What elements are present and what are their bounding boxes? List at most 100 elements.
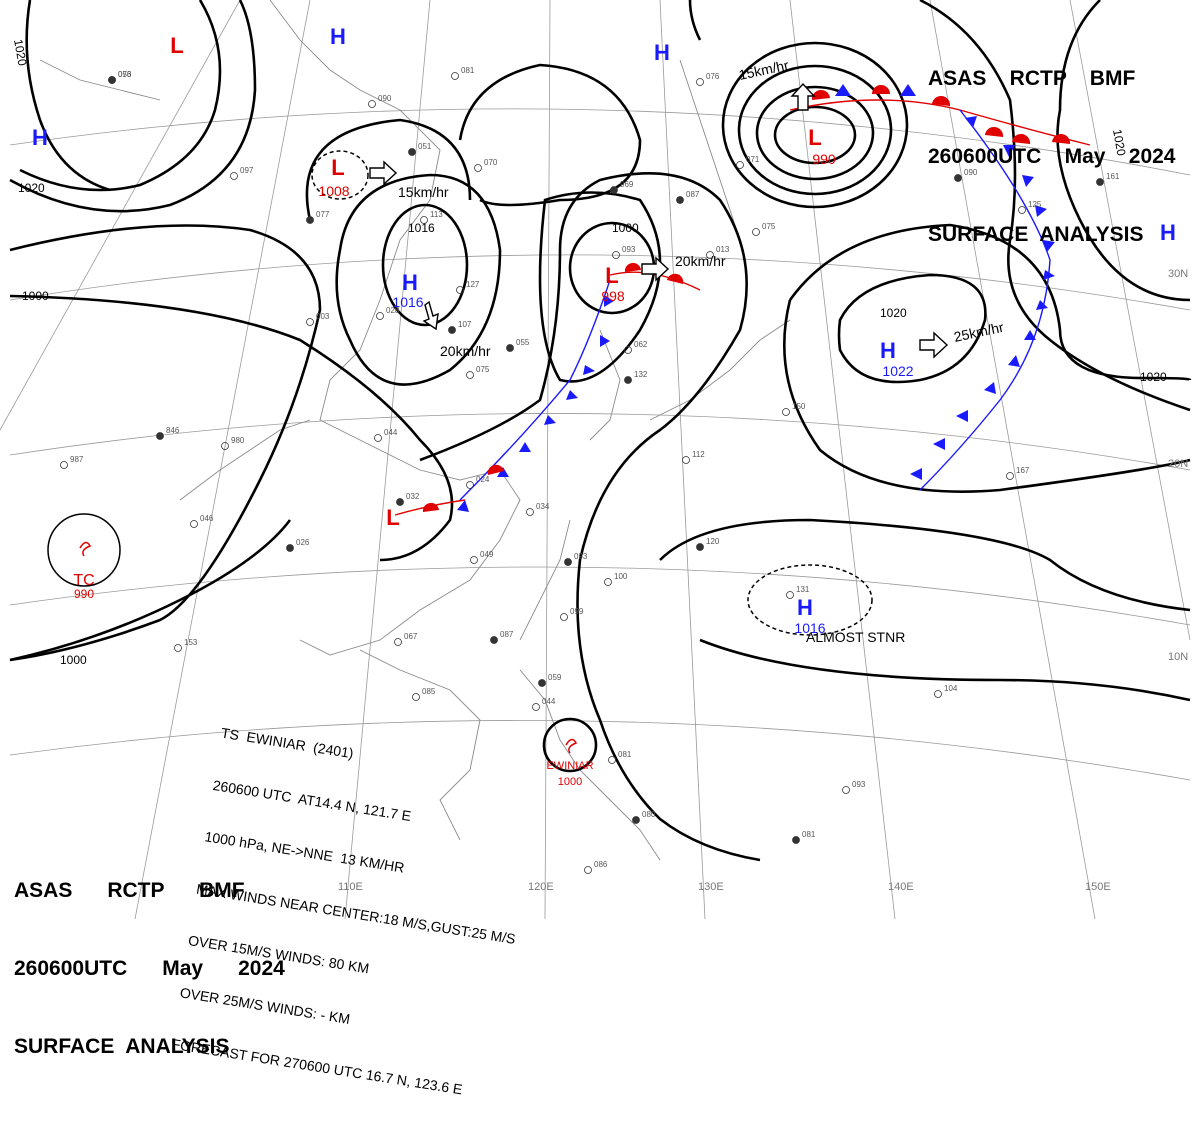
station-marker	[676, 196, 684, 204]
isobar-value: 1020	[1140, 370, 1167, 384]
station-marker	[470, 556, 478, 564]
warm-front-symbol	[487, 464, 504, 475]
station-marker	[394, 638, 402, 646]
station-marker	[108, 76, 116, 84]
station-marker	[174, 644, 182, 652]
station-pressure: 055	[516, 338, 530, 347]
station-marker	[368, 100, 376, 108]
station-pressure: 049	[480, 550, 494, 559]
isobar	[311, 150, 369, 200]
station-pressure: 087	[500, 630, 514, 639]
station-pressure: 093	[574, 552, 588, 561]
isobar	[9, 224, 322, 662]
isobar	[458, 63, 642, 207]
warm-front-symbol	[932, 95, 951, 106]
station-pressure: 093	[622, 245, 636, 254]
station-marker	[376, 312, 384, 320]
station-marker	[792, 836, 800, 844]
isobar	[9, 0, 257, 213]
low-center-pressure: 990	[812, 151, 836, 167]
station-pressure: 107	[458, 320, 472, 329]
motion-speed: 20km/hr	[440, 343, 491, 359]
bulletin-line: MAX WINDS NEAR CENTER:18 M/S,GUST:25 M/S	[195, 880, 517, 947]
cold-front-symbol	[1008, 355, 1020, 367]
station-pressure: 026	[296, 538, 310, 547]
station-pressure: 167	[1016, 466, 1030, 475]
station-pressure: 046	[200, 514, 214, 523]
surface-analysis-map: L H H H L 1008 H 1016 L 998 L 990 H 1022…	[0, 0, 1192, 919]
station-marker	[610, 186, 618, 194]
motion-speed: ALMOST STNR	[806, 629, 905, 645]
low-center-label: L	[331, 155, 344, 180]
low-center-pressure: 998	[601, 288, 625, 304]
motion-speed: 20km/hr	[675, 253, 726, 269]
motion-arrow-icon	[790, 82, 816, 111]
station-marker	[604, 578, 612, 586]
station-pressure: 044	[384, 428, 398, 437]
cold-front-symbol	[1003, 145, 1015, 157]
low-center-pressure: 1008	[318, 183, 349, 199]
isobar	[1056, 0, 1191, 302]
station-marker	[696, 78, 704, 86]
lat-label: 20N	[1168, 458, 1188, 470]
station-marker	[564, 558, 572, 566]
station-pressure: 980	[231, 436, 245, 445]
isobar-value: 1020	[880, 306, 907, 320]
station-pressure: 076	[706, 72, 720, 81]
isobar	[538, 191, 662, 383]
station-pressure: 090	[378, 94, 392, 103]
station-pressure: 076	[118, 70, 132, 79]
cold-front-symbol	[1024, 330, 1036, 340]
station-marker	[374, 434, 382, 442]
graticule-labels: 30N 20N 10N 110E 120E 130E 140E 150E	[338, 268, 1188, 893]
isobar	[9, 294, 454, 562]
isobar	[837, 273, 987, 384]
station-pressure: 969	[620, 180, 634, 189]
cold-front-symbol	[604, 295, 614, 307]
cold-front-symbol	[583, 365, 595, 375]
high-center-label: H	[330, 24, 346, 49]
cold-front-symbol	[956, 410, 968, 422]
station-pressure: 090	[964, 168, 978, 177]
station-marker	[1018, 206, 1026, 214]
station-pressure: 112	[692, 450, 705, 459]
lon-label: 140E	[888, 881, 914, 893]
lon-label: 130E	[698, 881, 724, 893]
high-center-pressure: 1016	[794, 620, 825, 636]
station-pressure: 104	[944, 684, 958, 693]
station-marker	[538, 679, 546, 687]
high-center-pressure: 1022	[882, 363, 913, 379]
station-marker	[782, 408, 790, 416]
isobar	[737, 64, 893, 196]
station-marker	[474, 164, 482, 172]
lon-label: 110E	[338, 881, 363, 893]
station-marker	[786, 591, 794, 599]
isobar	[381, 203, 469, 327]
station-pressure: 044	[542, 697, 556, 706]
station-pressure: 097	[240, 166, 254, 175]
station-pressure: 100	[614, 572, 628, 581]
station-plots: 076 081 090 051 070 097 077 113 127 107 003 075 055 0…	[60, 66, 1120, 874]
station-pressure: 075	[762, 222, 776, 231]
bulletin-line: OVER 25M/S WINDS: - KM	[178, 983, 352, 1027]
station-marker	[584, 866, 592, 874]
lon-label: 150E	[1085, 881, 1111, 893]
tropical-cyclone-pressure: 990	[74, 587, 94, 601]
station-pressure: 070	[484, 158, 498, 167]
station-pressure: 153	[184, 638, 198, 647]
cold-front-symbol	[1036, 300, 1048, 310]
high-center-label: H	[32, 125, 48, 150]
isobar	[335, 173, 502, 386]
station-pressure: 987	[70, 455, 84, 464]
isobar-value: 1020	[18, 181, 45, 195]
warm-front-symbol	[624, 262, 641, 272]
station-marker	[466, 371, 474, 379]
low-center-label: L	[386, 505, 399, 530]
isobar	[755, 85, 875, 181]
storm-bulletin: TS EWINIAR (2401) 260600 UTC AT14.4 N, 1…	[168, 690, 547, 1121]
station-pressure: 062	[634, 340, 648, 349]
station-pressure: 127	[466, 280, 480, 289]
warm-front-symbol	[811, 89, 830, 100]
cold-front-symbol	[835, 84, 851, 96]
isobar	[773, 105, 857, 165]
